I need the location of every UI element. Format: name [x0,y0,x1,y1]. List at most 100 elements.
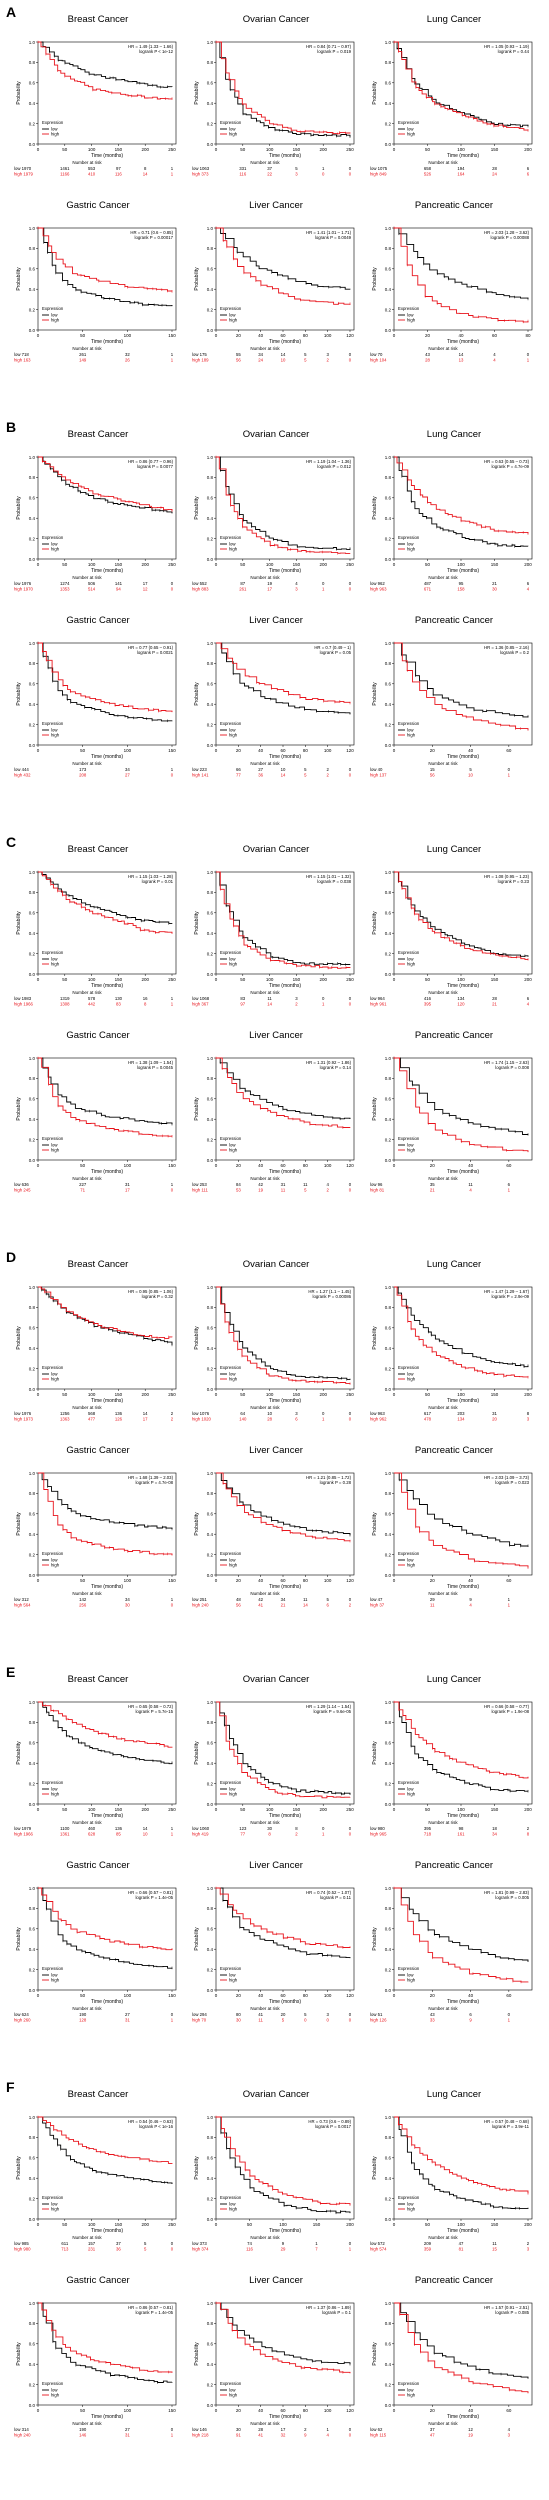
km-plot: Pancreatic Cancer 0.0 0.2 0.4 0.6 0.8 1.0 Proba… [368,1860,540,2050]
km-plot: Pancreatic Cancer 0.0 0.2 0.4 0.6 0.8 1.0 Proba… [368,200,540,390]
risk-high-value: 146 [79,2433,87,2438]
risk-low-value: low 964 [370,996,385,1001]
x-tick-label: 150 [168,1993,176,1998]
plot-title: Pancreatic Cancer [414,1445,494,1456]
plot-frame [393,227,533,331]
hazard-ratio: HR = 1.38 (1.09 – 1.54) [128,1060,174,1065]
y-tick-label: 0.6 [385,682,392,687]
y-tick-label: 0.4 [385,931,392,936]
x-axis-label: Time (months) [91,2228,123,2234]
y-tick-label: 0.6 [385,1097,392,1102]
y-tick-label: 0.0 [385,1802,392,1807]
risk-high-value: 33 [430,2018,435,2023]
low-expression-curve [38,2302,173,2383]
hazard-ratio: HR = 0.71 (0.6 – 0.85) [130,230,173,235]
risk-low-value: 83 [240,996,245,1001]
y-tick-label: 1.0 [29,40,36,45]
high-expression-curve [38,871,173,934]
risk-low-value: 34 [125,1597,130,1602]
x-axis-label: Time (months) [447,1169,479,1175]
risk-low-value: 130 [115,996,123,1001]
y-tick-label: 1.0 [29,641,36,646]
y-tick-label: 0.0 [29,1988,36,1993]
high-expression-curve [38,1701,173,1748]
risk-low-value: 6 [527,581,530,586]
risk-low-value: 41 [258,2012,263,2017]
x-tick-label: 20 [430,748,436,753]
plot-title: Gastric Cancer [66,1445,130,1456]
x-tick-label: 60 [506,1993,512,1998]
plot-frame [393,1701,533,1805]
risk-low-value: 48 [236,1597,241,1602]
hazard-ratio: HR = 2.03 (1.09 – 3.73) [484,1475,530,1480]
risk-high-value: 56 [236,1603,241,1608]
risk-high-value: 0 [171,773,174,778]
risk-high-value: high 373 [192,172,209,177]
risk-high-value: high 574 [370,2247,387,2252]
x-tick-label: 100 [324,1578,332,1583]
x-axis-label: Time (months) [447,1398,479,1404]
y-tick-label: 0.0 [207,1573,214,1578]
hazard-ratio: HR = 1.57 (0.91 – 2.51) [484,2305,530,2310]
y-tick-label: 1.0 [207,1886,214,1891]
x-tick-label: 150 [491,147,499,152]
risk-low-value: 460 [88,1826,96,1831]
risk-low-value: 21 [492,581,497,586]
risk-low-value: 10 [267,1411,272,1416]
risk-table-title: Number at risk [72,1176,102,1181]
y-tick-label: 0.0 [29,1573,36,1578]
risk-high-value: 0 [304,2018,307,2023]
x-tick-label: 150 [491,2222,499,2227]
logrank-p: logrank P = 0.038 [317,879,351,884]
x-tick-label: 200 [141,1807,149,1812]
x-tick-label: 120 [346,2408,354,2413]
risk-high-value: high 367 [192,1002,209,1007]
x-tick-label: 0 [393,1807,396,1812]
risk-low-value: 11 [492,2241,497,2246]
y-tick-label: 0.0 [207,1387,214,1392]
y-tick-label: 1.0 [385,1700,392,1705]
y-tick-label: 0.0 [207,1802,214,1807]
legend-low-label: low [407,1143,414,1148]
x-tick-label: 0 [215,748,218,753]
risk-high-value: 1 [171,172,174,177]
plot-title: Gastric Cancer [66,1030,130,1041]
risk-low-value: 5 [326,1597,329,1602]
risk-high-value: 256 [79,1603,87,1608]
risk-high-value: 0 [349,172,352,177]
risk-high-value: 158 [457,587,465,592]
x-tick-label: 200 [141,2222,149,2227]
risk-low-value: low 253 [192,1182,207,1187]
risk-high-value: high 980 [14,2247,31,2252]
legend-low-label: low [229,1787,236,1792]
risk-low-value: low 1063 [192,166,210,171]
risk-high-value: 83 [116,1002,121,1007]
risk-low-value: 27 [125,2427,130,2432]
legend-high-label: high [229,1978,238,1983]
risk-high-value: 0 [171,1603,174,1608]
y-axis-label: Probability [16,1512,22,1536]
x-tick-label: 200 [141,1392,149,1397]
legend-high-label: high [407,1377,416,1382]
x-tick-label: 100 [324,748,332,753]
y-tick-label: 1.0 [385,1471,392,1476]
x-tick-label: 250 [346,147,354,152]
risk-table-title: Number at risk [72,2235,102,2240]
plot-title: Liver Cancer [249,1860,303,1871]
risk-low-value: 194 [457,166,465,171]
risk-high-value: 3 [527,2247,530,2252]
y-tick-label: 0.4 [29,702,36,707]
risk-low-value: 0 [349,996,352,1001]
legend-high-label: high [407,1792,416,1797]
plot-frame [393,871,533,975]
y-tick-label: 0.6 [385,1927,392,1932]
y-tick-label: 0.8 [207,1491,214,1496]
plot-title: Liver Cancer [249,200,303,211]
x-tick-label: 0 [215,1163,218,1168]
risk-low-value: 11 [468,1182,473,1187]
plot-title: Lung Cancer [426,14,482,25]
y-tick-label: 0.6 [385,1741,392,1746]
x-tick-label: 150 [115,1392,123,1397]
risk-high-value: 20 [492,1417,497,1422]
